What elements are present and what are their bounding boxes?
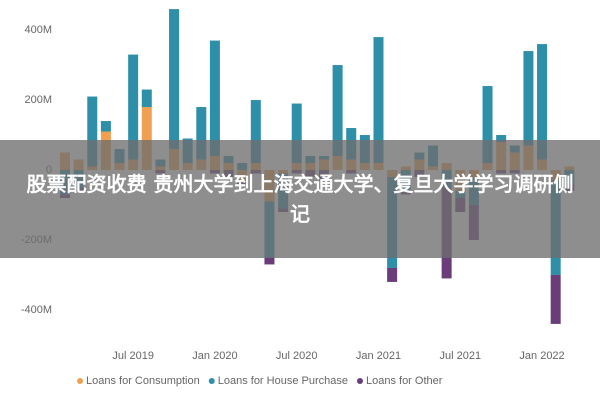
legend-label: Loans for House Purchase (218, 375, 348, 387)
y-tick-label: -400M (21, 304, 52, 316)
bar (209, 40, 220, 157)
x-tick-label: Jan 2020 (192, 350, 237, 362)
bar (537, 44, 548, 160)
bar (169, 9, 180, 150)
bar (373, 37, 384, 164)
legend-swatch (208, 378, 215, 384)
y-tick-label: 400M (24, 24, 52, 36)
banner: 股票配资收费 贵州大学到上海交通大学、复旦大学学习调研侧记 (0, 140, 600, 258)
y-tick-label: 200M (24, 94, 52, 106)
banner-text: 股票配资收费 贵州大学到上海交通大学、复旦大学学习调研侧记 (26, 172, 574, 226)
bar (128, 54, 139, 160)
x-tick-label: Jul 2021 (439, 350, 481, 362)
bar (250, 100, 261, 164)
legend-swatch (77, 378, 83, 384)
bar (264, 257, 275, 265)
bar (482, 86, 493, 164)
x-tick-label: Jul 2020 (276, 350, 318, 362)
bar (100, 121, 111, 132)
x-tick-label: Jul 2019 (112, 350, 154, 362)
bar (291, 103, 302, 164)
bar (523, 51, 534, 146)
bar (332, 65, 343, 157)
x-tick-label: Jan 2021 (356, 350, 401, 362)
bar (141, 107, 152, 170)
legend-label: Loans for Other (366, 375, 443, 387)
legend-swatch (356, 378, 363, 384)
bar (196, 107, 207, 160)
bar (87, 96, 98, 167)
x-tick-label: Jan 2022 (519, 350, 564, 362)
bar (550, 274, 561, 324)
bar (496, 135, 507, 143)
bar (387, 267, 398, 282)
bar (141, 89, 152, 108)
legend-label: Loans for Consumption (86, 375, 200, 387)
